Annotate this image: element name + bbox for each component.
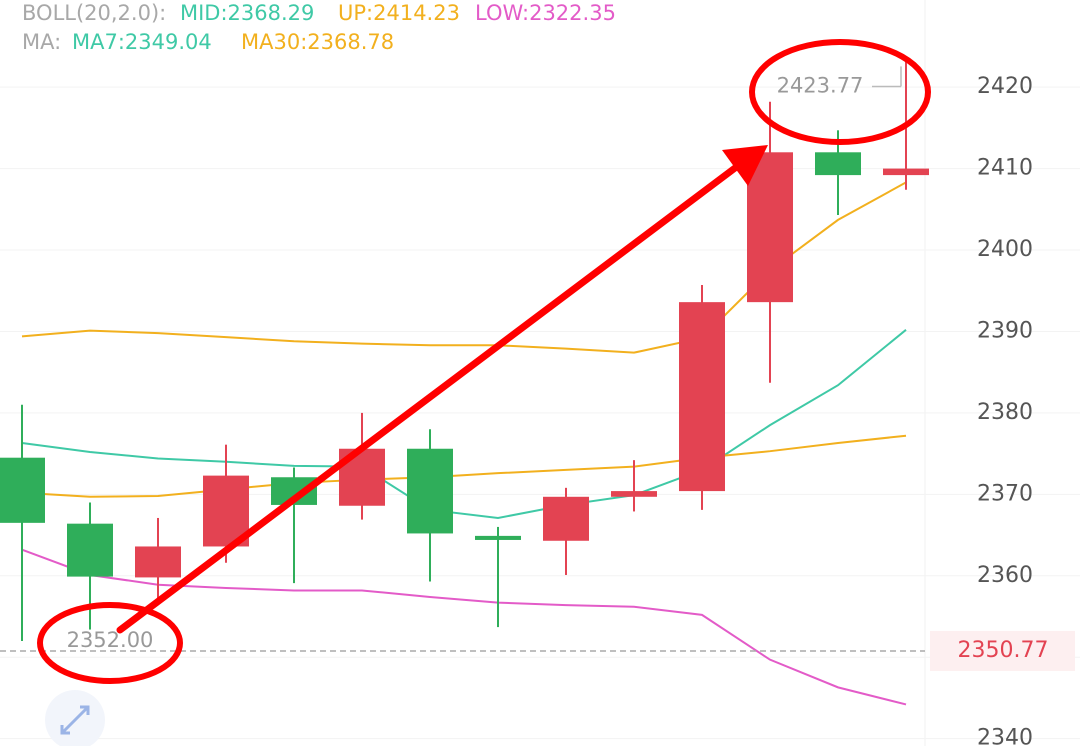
y-tick-label: 2370 [977,481,1033,506]
candle-body [815,152,861,176]
candle-body [679,302,725,492]
annotation-ellipse [37,602,183,684]
y-tick-label: 2340 [977,726,1033,746]
max-label: 2423.77 [777,73,864,97]
last-price-box [930,630,1075,671]
candle-body [883,168,929,176]
candle-body [0,457,45,523]
expand-icon[interactable] [45,690,105,746]
legend-entry: LOW:2322.35 [475,1,616,25]
indicator-line [21,548,907,706]
candle-body [67,523,113,577]
y-tick-label: 2410 [977,156,1033,181]
last-price-label: 2350.77 [958,638,1049,663]
indicator-line [21,434,907,498]
legend-entry: MID:2368.29 [180,1,314,25]
candle-body [407,448,453,534]
y-tick-label: 2380 [977,400,1033,425]
expand-glyph [60,705,90,735]
y-tick-label: 2390 [977,318,1033,343]
candle-body [475,535,521,540]
indicator-line [21,329,907,519]
candle-body [611,491,657,497]
candle-body [747,152,793,303]
legend: BOLL(20,2.0): MID:2368.29 UP:2414.23 LOW… [22,1,616,54]
candle-body [543,496,589,541]
legend-label: MA: [22,30,61,54]
candle-body [135,546,181,578]
y-tick-label: 2360 [977,563,1033,588]
annotation-arrow [116,164,739,634]
legend-entry: MA30:2368.78 [241,30,394,54]
y-tick-label: 2400 [977,237,1033,262]
y-tick-label: 2420 [977,74,1033,99]
legend-entry: UP:2414.23 [338,1,460,25]
annotation-arrowhead [722,145,768,186]
legend-label: BOLL(20,2.0): [22,1,166,25]
legend-entry: MA7:2349.04 [72,30,212,54]
plot [0,56,1080,740]
annotation-ellipse [749,39,931,145]
min-label: 2352.00 [67,628,154,652]
